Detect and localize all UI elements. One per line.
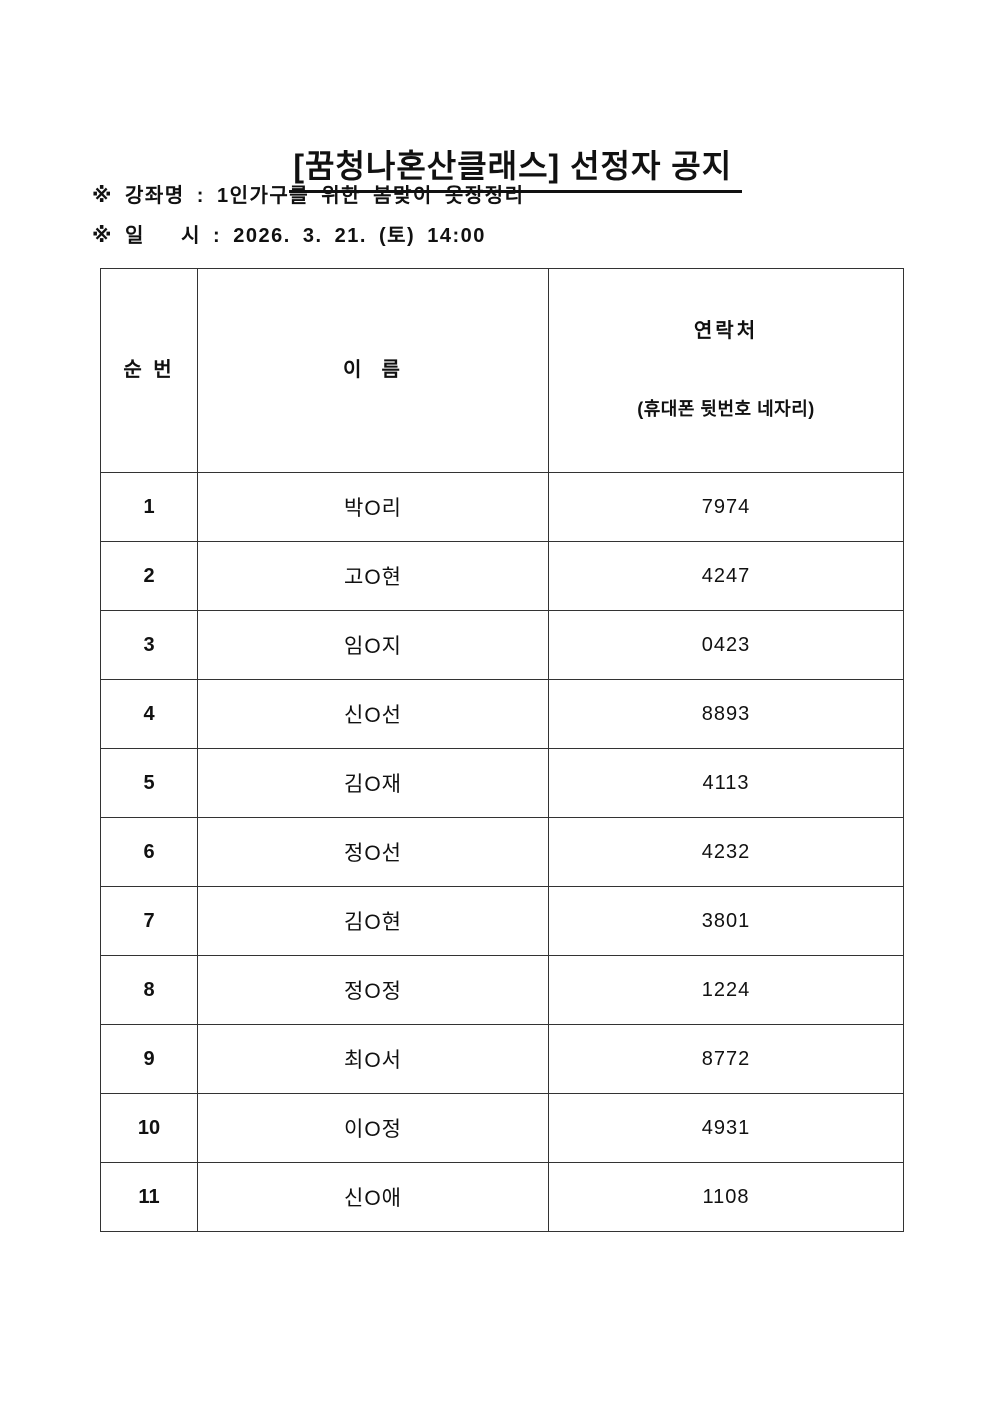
cell-name: 박O리 [197,472,549,542]
table-row: 3 임O지 0423 [100,610,904,680]
table-row: 11 신O애 1108 [100,1162,904,1232]
table-row: 4 신O선 8893 [100,679,904,749]
cell-no: 6 [100,817,198,887]
cell-name: 고O현 [197,541,549,611]
header-no: 순 번 [100,268,198,473]
course-name-line: ※ 강좌명 : 1인가구를 위한 봄맞이 옷장정리 [92,185,525,207]
header-contact: 연락처 (휴대폰 뒷번호 네자리) [548,268,904,473]
table-row: 5 김O재 4113 [100,748,904,818]
cell-name: 정O선 [197,817,549,887]
cell-name: 이O정 [197,1093,549,1163]
cell-phone: 4113 [548,748,904,818]
cell-phone: 3801 [548,886,904,956]
cell-phone: 7974 [548,472,904,542]
cell-no: 8 [100,955,198,1025]
table-row: 9 최O서 8772 [100,1024,904,1094]
table-row: 7 김O현 3801 [100,886,904,956]
date-time-line: ※ 일 시 : 2026. 3. 21. (토) 14:00 [92,225,486,247]
cell-no: 10 [100,1093,198,1163]
cell-name: 임O지 [197,610,549,680]
cell-name: 신O선 [197,679,549,749]
cell-no: 11 [100,1162,198,1232]
table-row: 8 정O정 1224 [100,955,904,1025]
cell-no: 1 [100,472,198,542]
cell-phone: 4931 [548,1093,904,1163]
table-header-row: 순 번 이 름 연락처 (휴대폰 뒷번호 네자리) [100,268,904,473]
cell-name: 김O현 [197,886,549,956]
header-contact-title: 연락처 [693,320,759,342]
selected-participants-table: 순 번 이 름 연락처 (휴대폰 뒷번호 네자리) 1 박O리 7974 2 고… [100,268,904,1232]
cell-name: 신O애 [197,1162,549,1232]
cell-phone: 1224 [548,955,904,1025]
cell-phone: 4247 [548,541,904,611]
page-title: [꿈청나혼산클래스] 선정자 공지 [20,103,972,235]
cell-no: 2 [100,541,198,611]
cell-no: 4 [100,679,198,749]
cell-name: 정O정 [197,955,549,1025]
cell-phone: 0423 [548,610,904,680]
header-contact-subtitle: (휴대폰 뒷번호 네자리) [637,399,815,419]
cell-phone: 8772 [548,1024,904,1094]
table-row: 10 이O정 4931 [100,1093,904,1163]
table-row: 2 고O현 4247 [100,541,904,611]
page-title-text: [꿈청나혼산클래스] 선정자 공지 [289,145,743,193]
cell-phone: 4232 [548,817,904,887]
cell-no: 5 [100,748,198,818]
cell-name: 최O서 [197,1024,549,1094]
cell-name: 김O재 [197,748,549,818]
table-row: 1 박O리 7974 [100,472,904,542]
header-name: 이 름 [197,268,549,473]
cell-phone: 1108 [548,1162,904,1232]
cell-no: 3 [100,610,198,680]
cell-no: 7 [100,886,198,956]
cell-no: 9 [100,1024,198,1094]
table-row: 6 정O선 4232 [100,817,904,887]
cell-phone: 8893 [548,679,904,749]
